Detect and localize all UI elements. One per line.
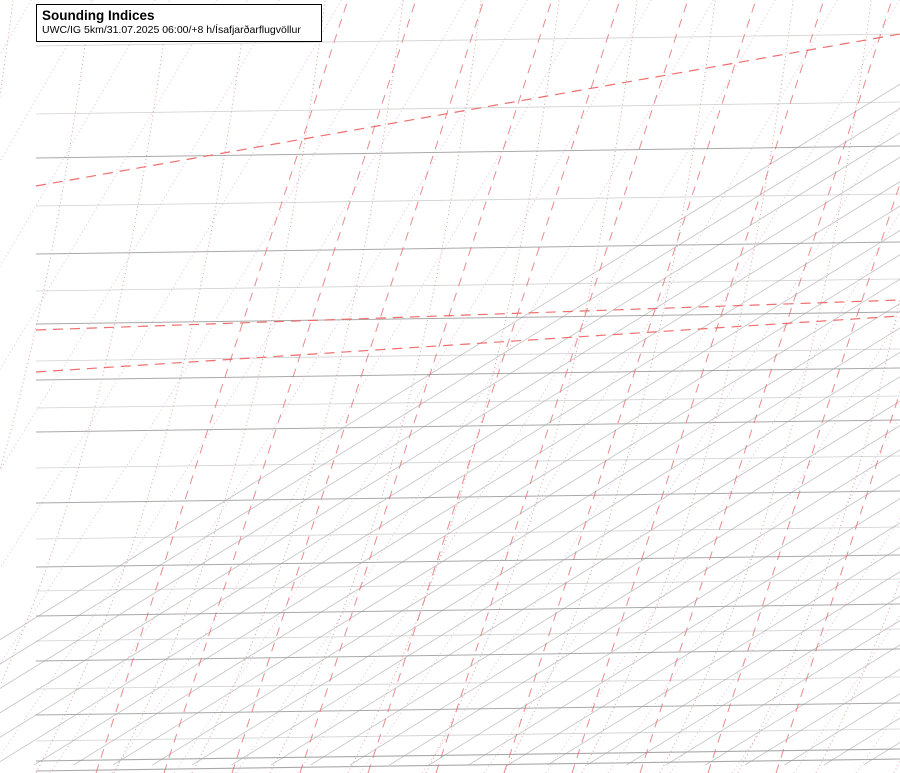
isobar-line [35, 648, 900, 662]
infobox-subtitle: UWC/IG 5km/31.07.2025 06:00/+8 h/Ísafjar… [42, 24, 301, 36]
isobar-line [35, 241, 900, 255]
isobar-line-minor [35, 278, 900, 292]
isobar-line-minor [35, 33, 900, 47]
isotherm-line [112, 278, 900, 766]
isotherm-line [310, 400, 900, 766]
isobar-line-minor [35, 395, 900, 409]
isotherm-line [507, 522, 900, 766]
isobar-line [35, 145, 900, 159]
isotherm-line [191, 327, 900, 766]
isotherm-line [428, 473, 900, 766]
isotherm-line [33, 229, 900, 766]
isobar-line-minor [35, 455, 900, 469]
isobar-line [35, 367, 900, 381]
isotherm-line [468, 498, 900, 766]
sounding-indices-box: Sounding Indices UWC/IG 5km/31.07.2025 0… [36, 4, 322, 42]
isobar-line [35, 554, 900, 568]
isotherm-line [152, 303, 900, 766]
isotherm-line [626, 595, 900, 766]
isobar-line [35, 748, 900, 762]
reference-isotherm-dashed [35, 315, 900, 373]
isobar-line-minor [35, 193, 900, 207]
isotherm-line [270, 376, 900, 766]
isotherm-line [586, 571, 900, 766]
reference-isotherm-dashed [35, 33, 900, 187]
isobar-line [35, 419, 900, 433]
isobar-line-minor [35, 348, 900, 362]
isobar-line [35, 311, 900, 325]
isotherm-line [665, 620, 900, 766]
isobar-line [35, 702, 900, 716]
isobar-line-minor [35, 676, 900, 690]
isotherm-line [231, 351, 900, 766]
isobar-line [35, 758, 900, 772]
isobar-line-minor [35, 101, 900, 115]
isotherm-line [389, 449, 900, 766]
isobar-line-minor [35, 728, 900, 742]
isotherm-line [73, 254, 900, 766]
reference-isotherm-dashed [35, 299, 900, 331]
isobar-line-minor [35, 526, 900, 540]
isobar-line-minor [35, 578, 900, 592]
isotherm-line [547, 546, 900, 766]
isobar-line [35, 603, 900, 617]
isotherm-line [349, 424, 900, 766]
infobox-title: Sounding Indices [42, 8, 155, 23]
isobar-line-minor [35, 628, 900, 642]
